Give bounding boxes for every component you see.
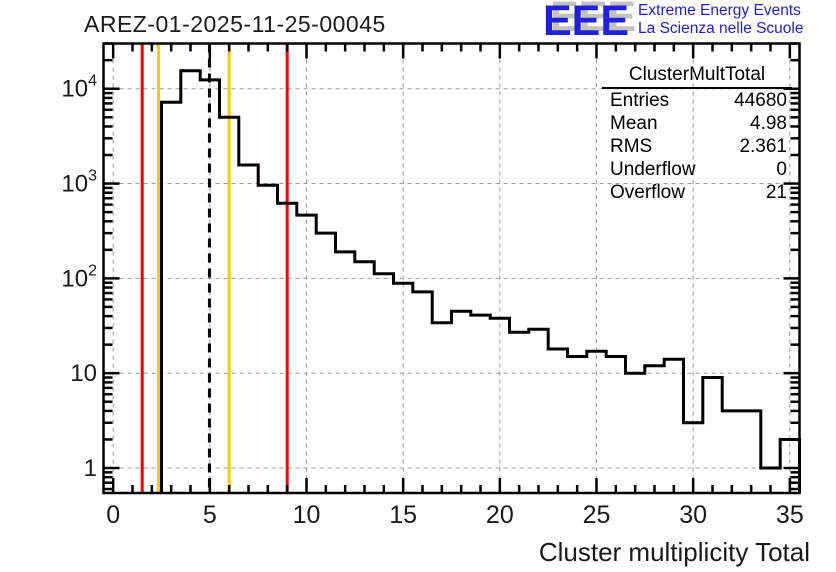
stats-value: 2.361 [739, 136, 787, 157]
eee-logo-line1: Extreme Energy Events [638, 2, 801, 19]
stats-value: 44680 [734, 90, 787, 111]
y-tick-label: 10 [70, 360, 97, 387]
eee-logo: EEE Extreme Energy Events La Scienza nel… [543, 0, 804, 45]
x-axis-tick-labels: 0 5 10 15 20 25 30 35 [106, 501, 804, 529]
stats-row: Underflow 0 [602, 158, 792, 181]
stats-label: Entries [610, 90, 670, 111]
axis-ticks [103, 42, 800, 493]
x-tick-label: 15 [389, 501, 417, 529]
stats-box: ClusterMultTotal Entries 44680 Mean 4.98 RMS… [602, 63, 792, 204]
x-tick-label: 10 [293, 501, 321, 529]
x-tick-label: 20 [486, 501, 514, 529]
stats-label: Overflow [610, 182, 685, 203]
eee-logo-acronym: EEE [543, 0, 630, 45]
y-tick-label: 1 [84, 455, 97, 482]
stats-row: Overflow 21 [602, 181, 792, 204]
x-tick-label: 0 [106, 501, 120, 529]
stats-row: Mean 4.98 [602, 112, 792, 135]
y-tick-label: 103 [61, 168, 97, 198]
y-tick-label: 104 [61, 73, 97, 103]
stats-row: Entries 44680 [602, 89, 792, 112]
stats-value: 4.98 [750, 113, 787, 134]
plot-title: AREZ-01-2025-11-25-00045 [84, 11, 386, 37]
stats-row: RMS 2.361 [602, 135, 792, 158]
x-axis-title: Cluster multiplicity Total [538, 537, 810, 567]
x-tick-label: 5 [203, 501, 217, 529]
plot-frame [102, 42, 801, 495]
stats-value: 0 [776, 159, 787, 180]
stats-label: Mean [610, 113, 658, 134]
x-tick-label: 30 [679, 501, 707, 529]
stats-value: 21 [765, 182, 787, 203]
eee-logo-line2: La Scienza nelle Scuole [638, 20, 804, 37]
x-tick-label: 35 [776, 501, 804, 529]
stats-label: RMS [610, 136, 653, 157]
x-tick-label: 25 [583, 501, 611, 529]
stats-label: Underflow [610, 159, 696, 180]
eee-logo-subtitle: Extreme Energy Events La Scienza nelle S… [638, 2, 803, 38]
stats-title: ClusterMultTotal [602, 63, 792, 89]
y-axis-tick-labels: 1 10 102 103 104 [61, 73, 97, 482]
stats-rows: Entries 44680 Mean 4.98 RMS 2.361 Underflow 0 Ov… [602, 89, 792, 204]
y-tick-label: 102 [61, 262, 97, 292]
histogram-line [160, 69, 801, 493]
